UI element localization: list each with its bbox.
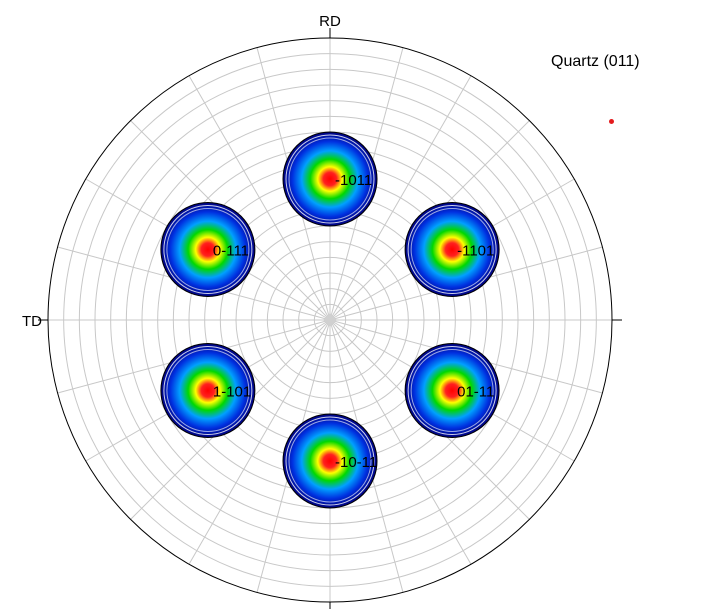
axis-label-rd: RD (319, 13, 341, 30)
pole-label: -1101 (457, 243, 494, 260)
legend-title: Quartz (011) (551, 53, 640, 70)
pole-spot (404, 202, 500, 297)
axis-label-td: TD (22, 313, 42, 330)
center-marker (322, 312, 338, 328)
pole-label: -10-11 (335, 454, 377, 471)
grid-spoke (329, 319, 472, 565)
pole-label: 1-101 (213, 384, 251, 401)
polar-grid (38, 28, 622, 609)
pole-labels: -1011 0-111 -1101 1-101 01-11 -10-11 (213, 172, 494, 471)
grid-spoke (188, 75, 331, 321)
pole-label: 01-11 (457, 384, 494, 401)
pole-density-spots (160, 131, 500, 509)
pole-spot (282, 131, 378, 227)
legend-marker (609, 119, 614, 124)
pole-spot (282, 413, 378, 509)
grid-spoke (329, 75, 472, 321)
pole-spot (404, 343, 500, 438)
grid-spoke (188, 319, 331, 565)
pole-spot (160, 343, 256, 438)
pole-label: -1011 (335, 172, 372, 189)
pole-label: 0-111 (213, 243, 249, 260)
projection-circle (47, 37, 613, 603)
pole-spot (160, 202, 256, 297)
